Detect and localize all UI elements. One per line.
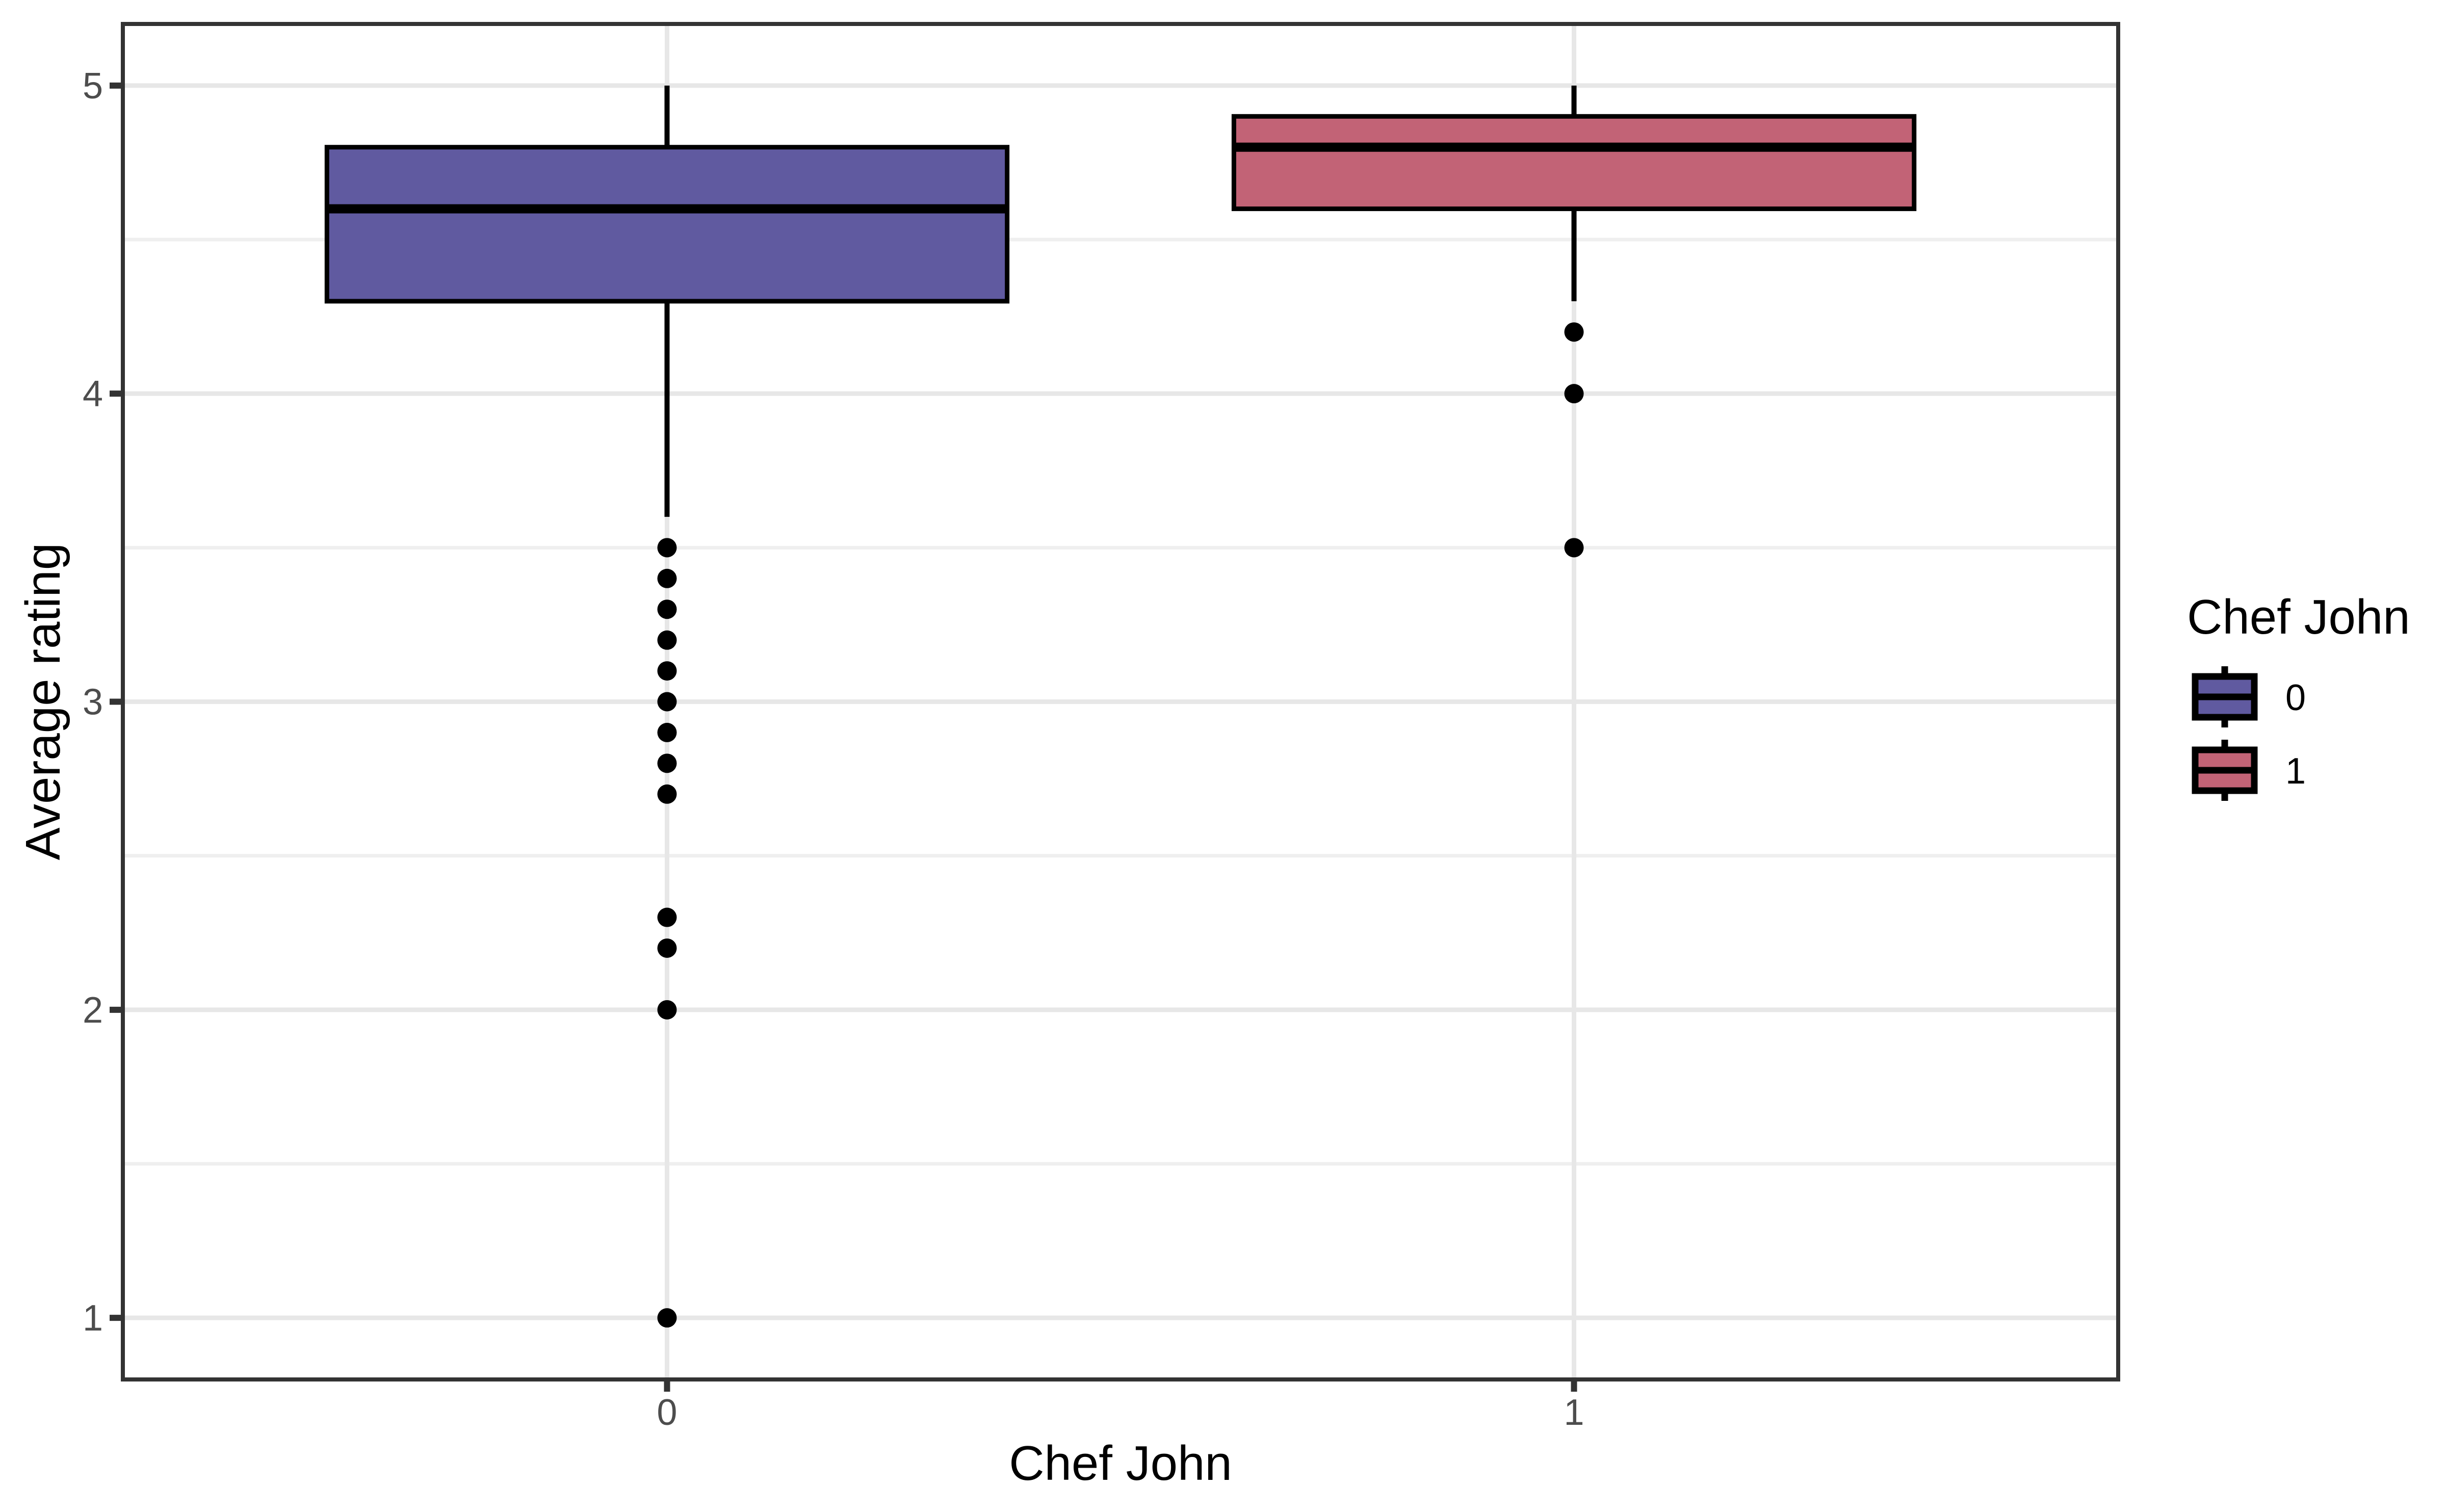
outlier-point <box>657 907 677 927</box>
y-axis-title: Average rating <box>16 543 70 861</box>
box <box>324 145 1010 304</box>
outlier-point <box>657 692 677 712</box>
axes: 1 2 3 4 5 0 1 <box>83 22 2120 1433</box>
outlier-point <box>657 599 677 619</box>
outlier-point <box>1564 384 1584 404</box>
outlier-point <box>657 784 677 804</box>
x-tick-label: 0 <box>657 1392 677 1433</box>
boxplot-group-1 <box>1231 85 1917 558</box>
legend-label-0: 0 <box>2285 677 2306 718</box>
outlier-point <box>657 568 677 588</box>
outlier-point <box>1564 538 1584 558</box>
x-tick-label: 1 <box>1564 1392 1584 1433</box>
outlier-point <box>657 1000 677 1020</box>
y-tick-label: 2 <box>83 990 103 1031</box>
y-tick-label: 4 <box>83 374 103 414</box>
legend-title: Chef John <box>2187 590 2410 644</box>
outlier-point <box>1564 322 1584 342</box>
legend-keys <box>2192 666 2258 801</box>
outlier-point <box>657 661 677 681</box>
outlier-point <box>657 1308 677 1328</box>
legend-key-1 <box>2192 740 2258 801</box>
boxplots <box>324 85 1917 1328</box>
legend-key-0 <box>2192 666 2258 727</box>
outlier-point <box>657 753 677 773</box>
y-tick-label: 1 <box>83 1298 103 1339</box>
outlier-point <box>657 538 677 558</box>
panel-border <box>121 22 2120 1381</box>
x-axis-title: Chef John <box>1009 1436 1232 1491</box>
outlier-point <box>657 938 677 958</box>
y-tick-label: 5 <box>83 66 103 107</box>
outlier-point <box>657 722 677 742</box>
boxplot-group-0 <box>324 85 1010 1328</box>
legend: Chef John 0 1 <box>2187 590 2410 801</box>
outlier-point <box>657 630 677 650</box>
box <box>1231 114 1917 212</box>
y-tick-label: 3 <box>83 682 103 723</box>
legend-label-1: 1 <box>2285 751 2306 792</box>
